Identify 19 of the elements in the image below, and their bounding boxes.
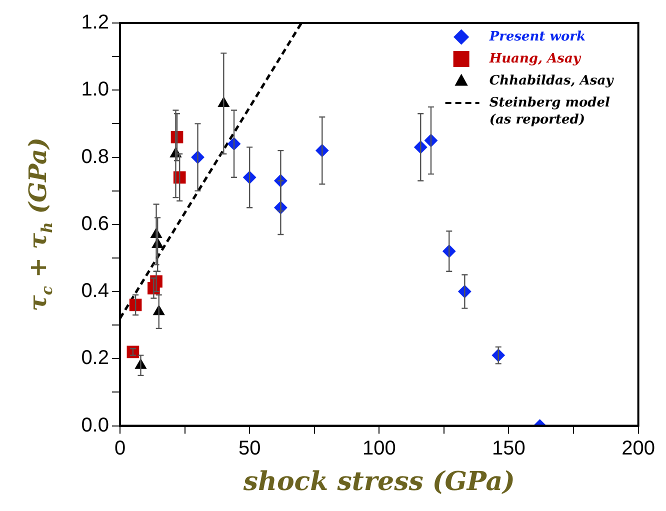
x-tick-label: 50 [238, 437, 261, 460]
legend-label: Present work [488, 29, 586, 44]
y-tick-label: 1.0 [81, 78, 109, 101]
x-tick-label: 0 [114, 437, 126, 460]
x-tick-label: 100 [362, 437, 396, 460]
y-tick-label: 0.8 [81, 146, 109, 168]
x-tick-label: 150 [492, 437, 526, 460]
y-axis-title: τc + τh (GPa) [23, 138, 56, 312]
y-tick-label: 0.6 [81, 212, 109, 235]
y-tick-label: 0.4 [81, 280, 109, 302]
legend-label: Steinberg model (as reported) [489, 95, 610, 128]
point [126, 346, 140, 358]
y-tick-label: 0.0 [81, 414, 109, 436]
legend-label: Chhabildas, Asay [489, 73, 615, 88]
y-tick-label: 0.2 [81, 347, 109, 370]
x-axis-title: shock stress (GPa) [242, 467, 515, 498]
legend-label: Huang, Asay [488, 51, 582, 66]
x-tick-label: 200 [622, 437, 656, 460]
y-tick-label: 1.2 [81, 12, 109, 34]
